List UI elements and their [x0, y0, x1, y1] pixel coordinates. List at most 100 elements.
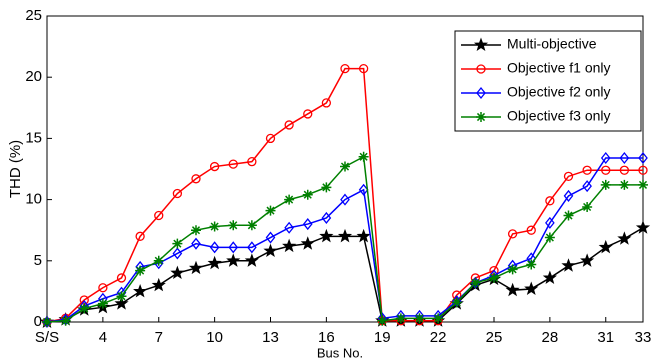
marker: [282, 238, 297, 253]
y-tick-label: 20: [25, 68, 42, 85]
marker: [265, 133, 276, 144]
legend-label: Multi-objective: [507, 36, 597, 52]
marker: [561, 258, 576, 272]
marker: [638, 179, 648, 190]
marker: [377, 315, 388, 326]
marker: [135, 265, 146, 276]
marker: [619, 151, 630, 165]
marker: [188, 260, 204, 275]
legend-label: Objective f1 only: [507, 60, 611, 76]
marker: [489, 272, 499, 283]
marker: [191, 225, 201, 236]
marker: [133, 283, 148, 298]
marker: [582, 165, 592, 175]
marker: [97, 298, 108, 309]
legend-label: Objective f3 only: [507, 108, 611, 124]
marker: [79, 303, 90, 314]
marker: [470, 277, 481, 288]
marker: [284, 120, 294, 130]
x-tick-label: S/S: [35, 329, 59, 346]
marker: [191, 237, 201, 250]
marker: [153, 255, 164, 266]
y-axis-label: THD (%): [7, 140, 24, 198]
marker: [619, 165, 630, 175]
marker: [303, 109, 313, 119]
marker: [228, 220, 239, 231]
marker: [358, 63, 369, 74]
marker: [545, 216, 555, 229]
marker: [207, 255, 222, 270]
marker: [580, 253, 595, 267]
marker: [42, 317, 52, 327]
marker: [563, 171, 574, 181]
marker: [358, 183, 369, 196]
marker: [98, 283, 108, 293]
marker: [209, 161, 220, 172]
marker: [582, 201, 593, 212]
marker: [302, 189, 313, 200]
y-tick-label: 0: [34, 313, 42, 330]
marker: [356, 228, 371, 243]
marker: [340, 161, 350, 172]
marker: [244, 253, 259, 267]
marker: [246, 220, 257, 231]
marker: [476, 64, 486, 74]
x-tick-label: 19: [374, 329, 391, 346]
marker: [476, 86, 486, 100]
legend-label: Objective f2 only: [507, 84, 611, 100]
x-tick-label: 4: [99, 329, 107, 346]
marker: [526, 225, 536, 235]
marker: [542, 270, 557, 284]
marker: [172, 238, 183, 249]
marker: [319, 228, 334, 243]
marker: [337, 228, 353, 243]
marker: [226, 253, 241, 267]
x-tick-label: 13: [262, 329, 279, 346]
marker: [507, 229, 518, 239]
marker: [247, 157, 257, 167]
x-tick-label: 28: [542, 329, 559, 346]
marker: [544, 232, 555, 243]
marker: [638, 151, 648, 165]
x-tick-label: 10: [206, 329, 223, 346]
marker: [300, 236, 315, 250]
x-tick-label: 22: [430, 329, 447, 346]
marker: [505, 282, 520, 297]
y-tick-label: 10: [25, 191, 42, 208]
marker: [151, 277, 166, 292]
marker: [433, 313, 444, 324]
marker: [60, 315, 71, 326]
marker: [284, 194, 295, 205]
series-line: [46, 157, 643, 323]
marker: [228, 159, 238, 169]
x-tick-label: 25: [486, 329, 503, 346]
marker: [507, 264, 518, 275]
x-tick-label: 33: [635, 329, 652, 346]
marker: [545, 196, 555, 206]
marker: [414, 313, 425, 324]
marker: [302, 218, 313, 231]
marker: [600, 151, 611, 165]
marker: [321, 211, 332, 225]
series-line: [46, 67, 643, 323]
marker: [563, 210, 574, 221]
marker: [154, 210, 164, 221]
marker: [135, 231, 145, 241]
marker: [473, 37, 489, 52]
marker: [395, 313, 406, 324]
marker: [172, 247, 183, 260]
marker: [321, 182, 332, 193]
marker: [340, 193, 350, 206]
marker: [209, 221, 220, 232]
y-tick-label: 25: [25, 7, 42, 24]
marker: [617, 231, 632, 245]
legend-box: [454, 30, 642, 132]
marker: [321, 98, 332, 108]
marker: [284, 221, 294, 234]
y-tick-label: 15: [25, 129, 42, 146]
marker: [563, 189, 574, 202]
x-tick-label: 7: [155, 329, 163, 346]
marker: [476, 112, 486, 122]
marker: [265, 205, 276, 216]
